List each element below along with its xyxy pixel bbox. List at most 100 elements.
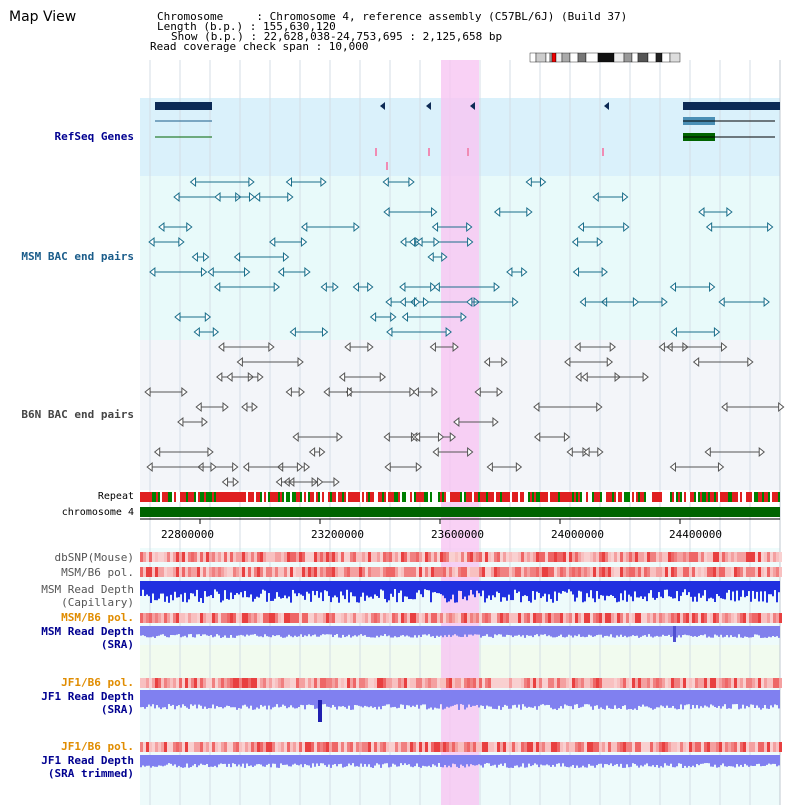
track-label-refseq[interactable]: RefSeq Genes <box>54 130 134 143</box>
depth-bar <box>268 626 270 637</box>
heat-cell <box>707 742 710 752</box>
heat-cell <box>629 613 632 623</box>
depth-bar <box>584 755 586 768</box>
depth-bar <box>324 755 326 766</box>
track-label-b6n-bac[interactable]: B6N BAC end pairs <box>21 408 134 421</box>
repeat-segment <box>614 492 616 502</box>
depth-bar <box>486 581 488 599</box>
depth-bar <box>506 755 508 768</box>
bac-end-marker <box>233 251 241 263</box>
depth-bar <box>434 626 436 638</box>
heat-cell <box>245 678 248 688</box>
heat-cell <box>554 567 557 577</box>
depth-bar <box>714 755 716 765</box>
repeat-segment <box>284 492 286 502</box>
heat-cell <box>326 567 329 577</box>
depth-bar <box>198 755 200 766</box>
bac-end-marker <box>515 461 523 473</box>
depth-bar <box>170 581 172 595</box>
depth-bar <box>654 581 656 600</box>
heat-cell <box>314 613 317 623</box>
heat-cell <box>725 567 728 577</box>
heat-cell <box>485 567 488 577</box>
heat-cell <box>362 552 365 562</box>
repeat-segment <box>494 492 496 502</box>
heat-cell <box>590 567 593 577</box>
heat-cell <box>737 678 740 688</box>
track-label-msm-bac[interactable]: MSM BAC end pairs <box>21 250 134 263</box>
depth-bar <box>266 755 268 765</box>
heat-cell <box>293 613 296 623</box>
depth-bar <box>356 581 358 603</box>
depth-bar <box>606 690 608 706</box>
heat-cell <box>140 567 143 577</box>
heat-cell <box>686 567 689 577</box>
depth-bar <box>504 626 506 637</box>
heat-cell <box>758 678 761 688</box>
repeat-segment <box>544 492 546 502</box>
heat-cell <box>578 678 581 688</box>
repeat-segment <box>204 492 206 502</box>
heat-cell <box>269 742 272 752</box>
heat-cell <box>281 567 284 577</box>
depth-bar <box>498 690 500 706</box>
depth-bar <box>702 690 704 708</box>
heat-cell <box>587 567 590 577</box>
depth-bar <box>356 626 358 637</box>
depth-bar <box>256 626 258 636</box>
track-label-msm-depth-sra: MSM Read Depth <box>41 625 134 638</box>
bac-end-marker <box>303 461 311 473</box>
heat-cell <box>695 567 698 577</box>
depth-bar <box>216 581 218 592</box>
repeat-segment <box>680 492 682 502</box>
depth-bar <box>258 755 260 765</box>
depth-bar <box>444 626 446 636</box>
heat-cell <box>491 742 494 752</box>
repeat-segment <box>152 492 154 502</box>
depth-bar <box>188 581 190 600</box>
heat-cell <box>161 742 164 752</box>
depth-bar <box>348 690 350 706</box>
depth-bar <box>654 626 656 637</box>
depth-bar <box>416 755 418 764</box>
heat-cell <box>617 567 620 577</box>
bac-end-marker <box>298 386 305 398</box>
repeat-segment <box>678 492 680 502</box>
depth-bar <box>306 626 308 637</box>
bac-end-marker <box>200 266 208 278</box>
depth-bar <box>406 626 408 636</box>
depth-bar <box>694 581 696 597</box>
depth-bar <box>244 690 246 705</box>
heat-cell <box>491 552 494 562</box>
heat-cell <box>266 613 269 623</box>
heat-cell <box>626 742 629 752</box>
depth-bar <box>732 755 734 767</box>
depth-bar <box>330 626 332 635</box>
repeat-segment <box>514 492 516 502</box>
heat-cell <box>365 678 368 688</box>
heat-cell <box>176 742 179 752</box>
bac-end-marker <box>148 236 155 248</box>
heat-cell <box>200 567 203 577</box>
depth-bar <box>222 626 224 638</box>
depth-bar <box>408 755 410 765</box>
depth-bar <box>586 626 588 637</box>
heat-cell <box>344 742 347 752</box>
heat-cell <box>629 567 632 577</box>
depth-bar <box>582 690 584 707</box>
depth-bar <box>194 581 196 597</box>
heat-cell <box>674 678 677 688</box>
heat-cell <box>707 552 710 562</box>
depth-bar <box>246 626 248 635</box>
depth-bar <box>730 755 732 767</box>
heat-cell <box>176 567 179 577</box>
bac-end-marker <box>632 296 640 308</box>
heat-cell <box>530 567 533 577</box>
heat-cell <box>203 567 206 577</box>
depth-bar <box>540 690 542 705</box>
depth-bar <box>432 690 434 710</box>
heat-cell <box>740 567 743 577</box>
repeat-segment <box>478 492 480 502</box>
depth-bar <box>716 690 718 708</box>
